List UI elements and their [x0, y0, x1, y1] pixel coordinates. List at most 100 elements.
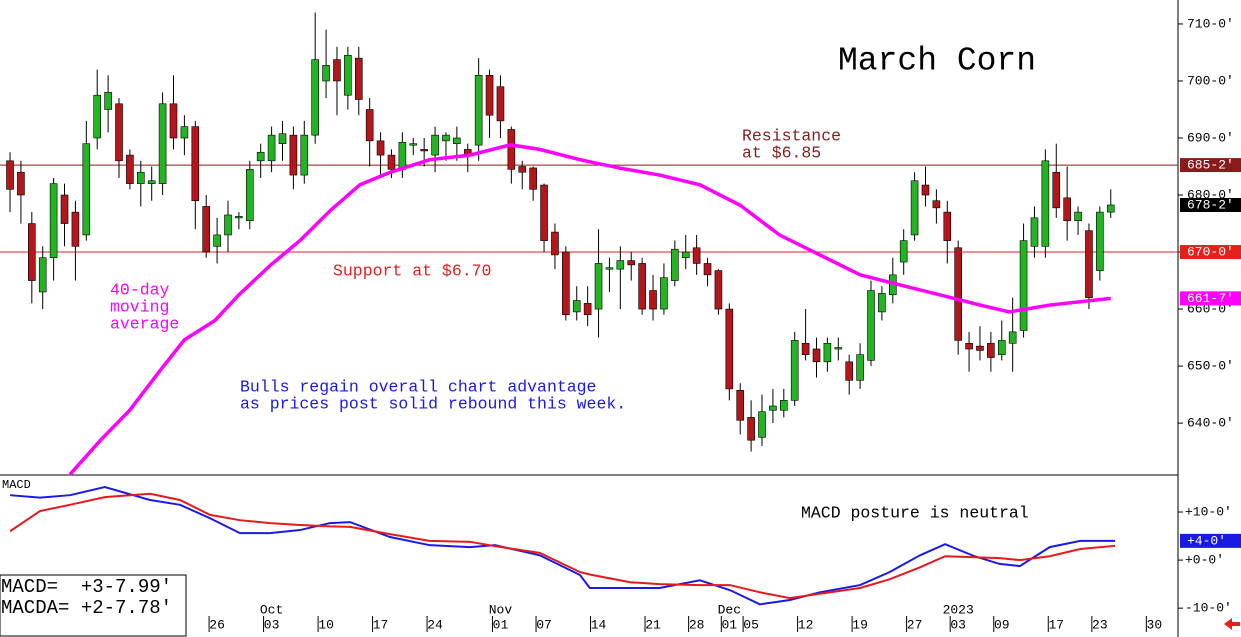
candle-body [758, 411, 766, 438]
candle-body [747, 417, 755, 441]
candle-body [191, 126, 200, 202]
y-tick-label: 710-0' [1187, 16, 1234, 31]
candle-body [616, 260, 625, 270]
candle-body [790, 340, 799, 401]
candle-body [681, 251, 690, 259]
candle-body [1019, 240, 1028, 331]
candle-body [823, 342, 832, 363]
candle-body [387, 154, 396, 170]
annotation: at $6.85 [742, 143, 821, 162]
x-tick-label: 17 [1048, 617, 1064, 632]
candle-body [6, 160, 14, 190]
candle-body [365, 109, 374, 142]
moving-average [68, 143, 1111, 476]
candle-body [780, 400, 788, 411]
x-tick-label: 03 [950, 617, 966, 632]
candle-body [38, 257, 47, 293]
candle-body [660, 277, 668, 310]
level-box [1180, 245, 1241, 260]
candle-body [147, 180, 156, 184]
candle-body [115, 103, 123, 162]
candle-body [278, 133, 287, 144]
x-tick-label: 23 [1092, 617, 1108, 632]
macd-line [9, 492, 1116, 600]
month-label: Nov [489, 602, 513, 617]
readout: MACD= +3-7.99' [1, 576, 172, 598]
annotation: 40-day [110, 280, 170, 299]
candle-body [333, 59, 341, 82]
readout-box [0, 574, 187, 637]
candle-body [300, 134, 309, 176]
candle-body [420, 149, 428, 152]
x-tick-label: 01 [493, 617, 509, 632]
candle-body [1030, 217, 1039, 247]
candle-body [245, 169, 254, 221]
candle-body [213, 234, 221, 247]
candle-body [71, 211, 80, 247]
candle-body [158, 103, 167, 184]
chart-title: March Corn [838, 43, 1036, 80]
candle-body [507, 129, 516, 170]
candle-body [932, 200, 941, 209]
candle-body [551, 231, 559, 256]
candle-body [856, 354, 864, 381]
price-marker [1180, 291, 1241, 306]
candle-body [845, 361, 853, 381]
candle-body [692, 247, 701, 264]
candle-body [649, 290, 657, 310]
y-tick-label: -10-0' [1185, 601, 1232, 616]
candle-body [354, 57, 363, 100]
candle-body [725, 308, 734, 390]
y-tick-label: 700-0' [1187, 73, 1234, 88]
candle-body [878, 293, 886, 313]
macd-line [9, 485, 1116, 606]
candle-body [28, 223, 36, 281]
candle-body [997, 340, 1006, 355]
candle-body [703, 263, 712, 276]
candle-body [812, 348, 821, 363]
x-tick-label: 26 [209, 617, 225, 632]
candle-body [398, 141, 407, 170]
x-tick-label: 27 [907, 617, 923, 632]
scroll-arrow[interactable] [1224, 618, 1240, 630]
candle-body [605, 267, 614, 270]
candle-body [899, 240, 908, 263]
y-tick-label: +0-0' [1185, 553, 1224, 568]
candle-body [1063, 197, 1071, 221]
candle-body [1008, 331, 1017, 344]
price-marker-label: 661-7' [1187, 291, 1234, 306]
candle-body [93, 94, 102, 139]
candle-body [49, 183, 58, 259]
candle-body [60, 194, 69, 224]
candle-body [344, 55, 352, 96]
annotation: moving [110, 297, 169, 316]
x-tick-label: 05 [743, 617, 759, 632]
candle-body [453, 137, 461, 144]
candle-body [256, 151, 265, 162]
x-tick-label: 10 [318, 617, 334, 632]
annotation: MACD posture is neutral [801, 503, 1029, 522]
candle-body [267, 134, 276, 162]
candle-body [867, 290, 875, 361]
candle-body [910, 180, 919, 236]
annotation: as prices post solid rebound this week. [240, 394, 626, 413]
candle-body [594, 263, 603, 310]
candle-body [801, 342, 810, 355]
candle-body [235, 216, 243, 219]
candle-body [943, 211, 952, 241]
candle-body [311, 59, 319, 136]
candle-body [714, 270, 723, 310]
candle-body [638, 263, 646, 310]
month-label: 2023 [943, 602, 974, 617]
readout: MACDA= +2-7.78' [1, 597, 172, 619]
candle-body [976, 345, 984, 351]
annotation: Support at $6.70 [333, 261, 491, 280]
candle-body [409, 143, 418, 146]
x-tick-label: 24 [427, 617, 443, 632]
level-label: 670-0' [1187, 244, 1234, 259]
candle-body [1085, 230, 1093, 298]
candle-body [202, 206, 210, 253]
y-tick-label: 690-0' [1187, 130, 1234, 145]
x-tick-label: 28 [689, 617, 705, 632]
